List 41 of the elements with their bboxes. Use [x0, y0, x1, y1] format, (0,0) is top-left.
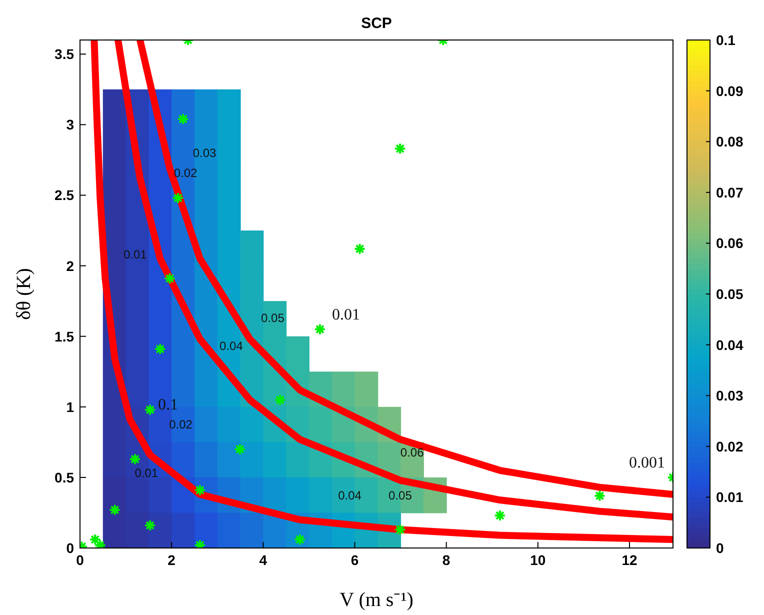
annotation: 0.03 — [192, 146, 217, 160]
annotation: 0.05 — [388, 488, 412, 503]
color-bar-label: 0.07 — [716, 184, 744, 200]
y-tick-label: 1.5 — [54, 328, 74, 344]
x-tick-label: 10 — [530, 552, 546, 568]
y-tick-label: 0.5 — [54, 469, 74, 486]
color-bar-label: 0 — [716, 540, 724, 556]
x-tick-label: 8 — [442, 552, 450, 568]
color-bar-label: 0.06 — [716, 235, 744, 252]
chart-title: SCP — [361, 15, 392, 32]
y-tick-label: 2 — [66, 258, 74, 274]
color-bar-label: 0.02 — [716, 438, 744, 454]
color-bar-label: 0.08 — [716, 134, 744, 150]
annotation: 0.01 — [123, 247, 148, 262]
color-bar-label: 0.01 — [716, 489, 744, 506]
y-axis-title: δθ (K) — [13, 268, 35, 320]
x-tick-label: 0 — [76, 552, 84, 568]
y-tick-label: 3.5 — [54, 46, 74, 62]
color-bar-label: 0.05 — [716, 286, 744, 302]
x-tick-label: 6 — [350, 552, 359, 568]
series-label: 0.1 — [158, 396, 178, 414]
color-bar-label: 0.1 — [716, 32, 736, 48]
y-tick-label: 2.5 — [54, 187, 74, 204]
color-bar-label: 0.09 — [716, 82, 744, 99]
x-axis-title: V (m s⁻¹) — [340, 589, 414, 611]
annotation: 0.01 — [134, 466, 158, 480]
series-label: 0.01 — [332, 306, 360, 324]
y-tick-label: 1 — [66, 398, 74, 415]
color-bar-label: 0.03 — [716, 388, 744, 404]
annotation: 0.04 — [220, 338, 244, 353]
y-tick-label: 0 — [66, 540, 74, 556]
y-tick-label: 3 — [66, 116, 74, 133]
series-label: 0.001 — [629, 454, 665, 472]
x-tick-label: 4 — [259, 552, 268, 568]
annotation: 0.04 — [338, 488, 362, 503]
annotation: 0.05 — [261, 310, 285, 325]
x-tick-label: 2 — [168, 552, 176, 568]
x-tick-label: 12 — [622, 552, 638, 568]
annotation: 0.02 — [169, 418, 193, 432]
annotation: 0.06 — [400, 446, 424, 460]
color-bar-label: 0.04 — [716, 336, 744, 353]
